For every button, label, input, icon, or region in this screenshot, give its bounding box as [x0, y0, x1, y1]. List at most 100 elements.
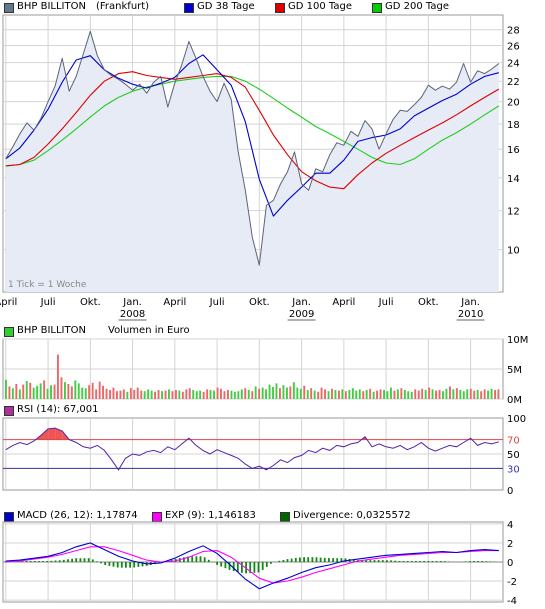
volume-bar [213, 390, 215, 399]
volume-bar [331, 388, 333, 399]
volume-bar [192, 390, 195, 399]
tick-note: 1 Tick = 1 Woche [8, 280, 87, 290]
volume-bar [480, 391, 483, 399]
volume-bar [178, 390, 181, 399]
volume-bar [119, 390, 122, 399]
rsi-y-tick-label: 0 [507, 486, 513, 497]
volume-bar [133, 390, 136, 399]
volume-bar [376, 390, 378, 399]
divergence-bar [216, 562, 218, 565]
divergence-bar [278, 560, 281, 562]
volume-bar [324, 389, 326, 399]
volume-bar [164, 390, 167, 399]
volume-bar [25, 381, 28, 399]
rsi-line [5, 427, 499, 471]
volume-bar [157, 390, 160, 399]
legend-label: MACD (26, 12): 1,17874 [17, 510, 138, 521]
volume-bar [116, 391, 118, 399]
volume-bar [240, 389, 243, 399]
series-line-1 [5, 54, 499, 217]
volume-bar [15, 384, 18, 399]
volume-bar [279, 388, 281, 399]
volume-bar [199, 390, 202, 399]
volume-bar [247, 390, 250, 399]
volume-bar [81, 387, 84, 399]
divergence-bar [54, 560, 57, 562]
volume-bar [459, 390, 462, 399]
rsi-y-tick-label: 70 [507, 436, 520, 447]
volume-bar [490, 388, 493, 399]
volume-bar [417, 390, 420, 399]
x-tick-label: Okt. [249, 297, 270, 308]
price-y-tick-label: 16 [507, 145, 520, 156]
price-y-tick-label: 22 [507, 77, 520, 88]
divergence-bar [241, 562, 243, 573]
legend-label: GD 100 Tage [288, 1, 352, 12]
volume-bar [171, 391, 174, 399]
x-tick-label: Juli [40, 297, 56, 308]
divergence-bar [390, 560, 392, 562]
price-y-tick-label: 24 [507, 59, 520, 70]
volume-bar [334, 390, 337, 399]
volume-bar [140, 390, 143, 399]
volume-bar [396, 389, 399, 399]
volume-bar [469, 388, 472, 399]
divergence-bar [336, 558, 339, 562]
volume-bar [306, 390, 309, 399]
x-tick-label: Jan. [122, 297, 142, 308]
divergence-bar [228, 562, 231, 570]
legend-swatch [184, 3, 194, 13]
volume-bar [223, 391, 226, 399]
volume-bar [11, 388, 14, 399]
legend-label: RSI (14): 67,001 [17, 404, 99, 415]
legend-label: Divergence: 0,0325572 [293, 510, 411, 521]
volume-bar [50, 385, 52, 399]
volume-bar [462, 391, 465, 399]
divergence-bar [220, 562, 223, 567]
volume-bar [74, 380, 77, 399]
macd-y-tick-label: -4 [507, 596, 517, 607]
volume-bar [91, 382, 94, 399]
volume-bar [254, 386, 257, 399]
rsi-y-tick-label: 30 [507, 464, 520, 475]
volume-bar [296, 387, 299, 399]
x-tick-label: Jan. [291, 297, 311, 308]
volume-bar [344, 391, 347, 399]
volume-bar [351, 388, 354, 399]
divergence-bar [435, 561, 438, 562]
volume-bar [282, 385, 285, 399]
divergence-bar [427, 561, 430, 562]
price-y-tick-label: 20 [507, 98, 520, 109]
volume-bar [369, 388, 372, 399]
divergence-bar [365, 560, 368, 562]
volume-bar [168, 389, 170, 399]
price-y-tick-label: 12 [507, 207, 520, 218]
volume-bar [126, 391, 129, 399]
divergence-bar [294, 558, 297, 562]
volume-bar [438, 390, 441, 399]
volume-bar [237, 391, 240, 399]
volume-bar [57, 354, 59, 399]
divergence-bar [402, 561, 405, 562]
divergence-bar [282, 560, 285, 562]
volume-bar [313, 390, 316, 399]
volume-bar [268, 384, 271, 399]
volume-bar [195, 391, 198, 399]
divergence-bar [199, 556, 202, 562]
volume-bar [442, 391, 444, 399]
divergence-bar [21, 561, 24, 562]
divergence-bar [307, 557, 310, 562]
volume-bar [60, 377, 63, 399]
divergence-bar [303, 557, 305, 562]
x-tick-label: Okt. [80, 297, 101, 308]
volume-bar [181, 391, 184, 399]
divergence-bar [191, 556, 194, 562]
divergence-bar [67, 559, 69, 562]
price-y-tick-label: 10 [507, 246, 520, 257]
rsi-overbought-fill [48, 428, 56, 440]
divergence-bar [332, 558, 334, 562]
volume-bar [407, 391, 410, 399]
divergence-bar [50, 560, 53, 562]
legend-label: BHP BILLITON [17, 325, 86, 336]
divergence-bar [352, 559, 355, 562]
